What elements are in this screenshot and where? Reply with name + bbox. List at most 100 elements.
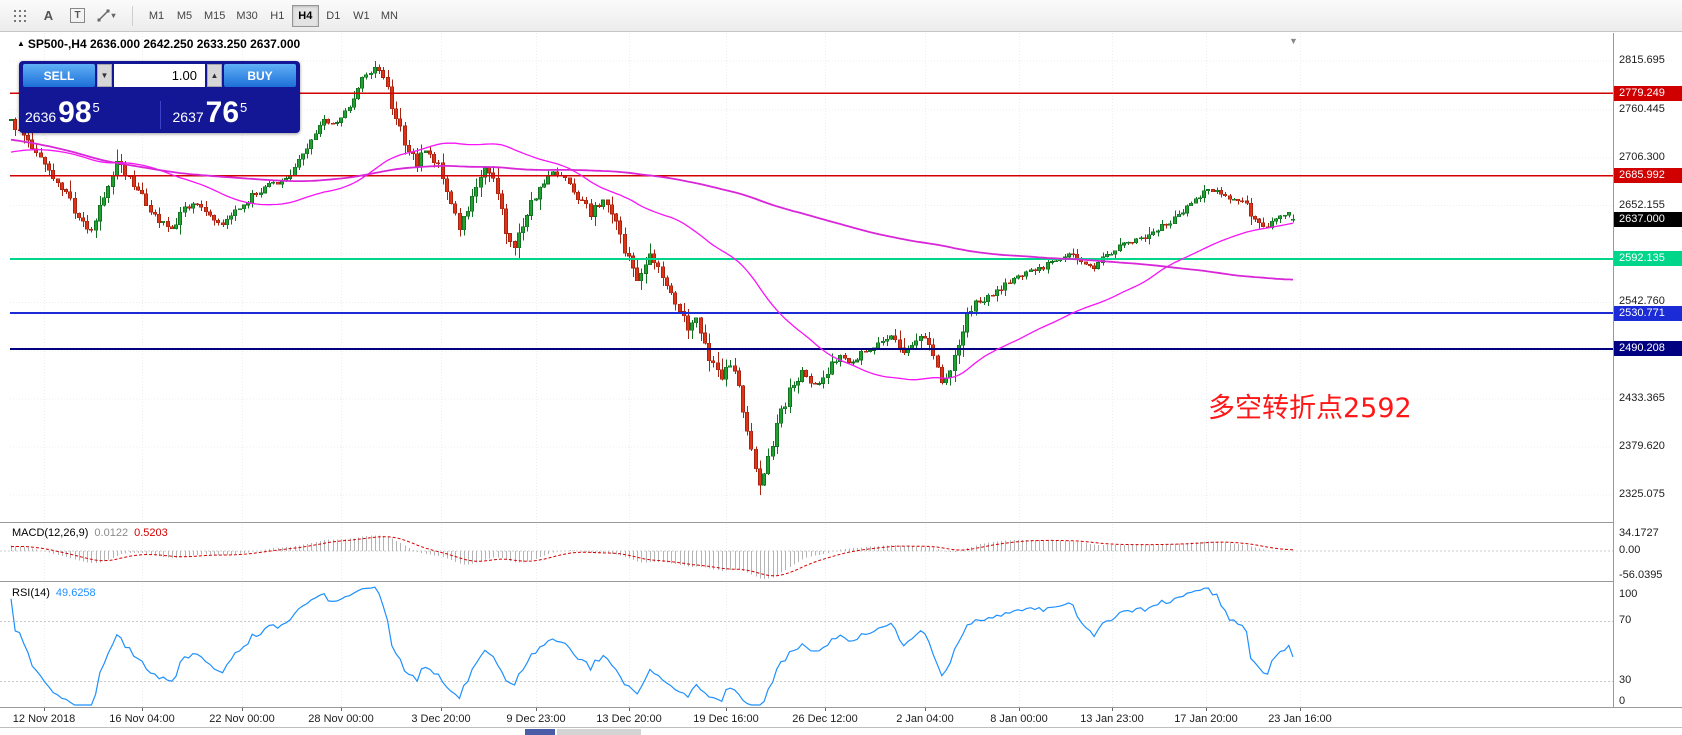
time-axis-tick xyxy=(341,708,342,711)
level-price-tag: 2592.135 xyxy=(1614,251,1682,267)
macd-indicator-label: MACD(12,26,9) 0.0122 0.5203 xyxy=(12,527,168,539)
chart-title: ▲ SP500-,H4 2636.000 2642.250 2633.250 26… xyxy=(17,37,300,51)
bid-price: 2636 98 5 xyxy=(25,96,160,130)
pane-splitter-rsi[interactable] xyxy=(0,581,1682,583)
time-axis[interactable]: 12 Nov 2018 16 Nov 04:00 22 Nov 00:00 28 No… xyxy=(0,707,1682,727)
text-tool-glyph: A xyxy=(43,8,54,23)
macd-name: MACD(12,26,9) xyxy=(12,527,89,539)
bid-big-digits: 98 xyxy=(58,96,92,130)
clipped-ui-segment xyxy=(525,729,555,735)
time-axis-tick xyxy=(1019,708,1020,711)
ask-price: 2637 76 5 xyxy=(159,98,295,129)
pane-splitter-macd[interactable] xyxy=(0,522,1682,524)
axis-price-label: 2652.155 xyxy=(1619,198,1665,211)
time-axis-tick xyxy=(925,708,926,711)
rsi-axis-label: 70 xyxy=(1619,614,1632,627)
time-axis-label: 8 Jan 00:00 xyxy=(990,713,1048,725)
axis-price-label: 2325.075 xyxy=(1619,488,1665,500)
timeframe-W1-button[interactable]: W1 xyxy=(348,5,375,27)
time-axis-label: 2 Jan 04:00 xyxy=(896,713,954,725)
time-axis-tick xyxy=(1112,708,1113,711)
grid-dots-icon[interactable] xyxy=(6,4,33,28)
time-axis-label: 28 Nov 00:00 xyxy=(308,713,374,725)
time-axis-tick xyxy=(1300,708,1301,711)
timeframe-MN-button[interactable]: MN xyxy=(376,5,403,27)
time-axis-tick xyxy=(142,708,143,711)
sell-button[interactable]: SELL xyxy=(23,64,95,87)
level-price-tag: 2685.992 xyxy=(1614,168,1682,184)
time-axis-label: 13 Jan 23:00 xyxy=(1080,713,1144,725)
text-label-glyph: T xyxy=(70,8,85,23)
text-label-tool-icon[interactable]: T xyxy=(64,4,91,28)
time-axis-tick xyxy=(629,708,630,711)
time-axis-tick xyxy=(441,708,442,711)
chart-title-text: SP500-,H4 2636.000 2642.250 2633.250 263… xyxy=(27,37,301,51)
chart-annotation-text: 多空转折点2592 xyxy=(1208,393,1412,424)
trendline-glyph xyxy=(97,9,110,22)
macd-pane-canvas[interactable] xyxy=(0,524,1613,581)
chevron-down-icon: ▾ xyxy=(111,11,116,20)
bid-pipette: 5 xyxy=(92,100,100,115)
time-axis-label: 17 Jan 20:00 xyxy=(1174,713,1238,725)
time-axis-label: 16 Nov 04:00 xyxy=(109,713,175,725)
macd-axis-label: 0.00 xyxy=(1619,544,1641,556)
macd-axis-label: -56.0395 xyxy=(1619,569,1663,582)
level-price-tag: 2530.771 xyxy=(1614,305,1682,321)
rsi-value: 49.6258 xyxy=(55,587,96,599)
level-price-tag: 2490.208 xyxy=(1614,341,1682,357)
timeframe-M1-button[interactable]: M1 xyxy=(143,5,170,27)
time-axis-tick xyxy=(536,708,537,711)
timeframe-H1-button[interactable]: H1 xyxy=(264,5,291,27)
time-axis-label: 3 Dec 20:00 xyxy=(411,713,471,725)
level-price-tag: 2779.249 xyxy=(1614,85,1682,101)
time-axis-label: 12 Nov 2018 xyxy=(12,713,76,725)
axis-price-label: 2706.300 xyxy=(1619,150,1665,163)
price-chart-canvas[interactable] xyxy=(0,33,1613,522)
axis-price-label: 2815.695 xyxy=(1619,54,1665,66)
timeframe-button-group: M1 M5 M15 M30 H1 H4 D1 W1 MN xyxy=(143,4,404,27)
text-tool-icon[interactable]: A xyxy=(35,4,62,28)
time-axis-tick xyxy=(44,708,45,711)
timeframe-D1-button[interactable]: D1 xyxy=(320,5,347,27)
time-axis-tick xyxy=(825,708,826,711)
macd-signal-value: 0.5203 xyxy=(134,527,168,539)
time-axis-label: 19 Dec 16:00 xyxy=(693,713,759,725)
timeframe-H4-button[interactable]: H4 xyxy=(291,4,319,27)
chart-shift-marker-icon[interactable]: ▼ xyxy=(1289,36,1298,46)
grid-dots-glyph xyxy=(13,9,26,22)
time-axis-tick xyxy=(1206,708,1207,711)
axis-price-label: 2379.620 xyxy=(1619,439,1665,452)
axis-price-label: 2542.760 xyxy=(1619,295,1665,308)
macd-main-value: 0.0122 xyxy=(94,527,129,539)
volume-increase-button[interactable]: ▲ xyxy=(207,64,222,87)
rsi-name: RSI(14) xyxy=(12,587,50,599)
timeframe-M30-button[interactable]: M30 xyxy=(231,5,262,27)
bid-prefix: 2636 xyxy=(25,109,57,126)
time-axis-label: 13 Dec 20:00 xyxy=(596,713,662,725)
axis-price-label: 2760.445 xyxy=(1619,102,1665,115)
rsi-indicator-label: RSI(14) 49.6258 xyxy=(12,587,96,599)
time-axis-label: 22 Nov 00:00 xyxy=(209,713,275,725)
symbol-marker-icon: ▲ xyxy=(17,39,25,48)
time-axis-label: 26 Dec 12:00 xyxy=(792,713,858,725)
last-price-tag: 2637.000 xyxy=(1614,211,1682,227)
buy-button[interactable]: BUY xyxy=(224,64,296,87)
rsi-pane-canvas[interactable] xyxy=(0,583,1613,707)
toolbar: A T ▾ M1 M5 M15 M30 H1 H4 D1 W1 MN xyxy=(0,0,1682,32)
volume-decrease-button[interactable]: ▼ xyxy=(97,64,112,87)
timeframe-M5-button[interactable]: M5 xyxy=(171,5,198,27)
volume-input[interactable] xyxy=(114,64,205,87)
rsi-axis-label: 30 xyxy=(1619,674,1632,687)
axis-price-label: 2433.365 xyxy=(1619,392,1665,405)
clipped-ui-segment xyxy=(557,729,641,735)
time-axis-label: 9 Dec 23:00 xyxy=(506,713,566,725)
time-axis-label: 23 Jan 16:00 xyxy=(1268,713,1332,725)
time-axis-tick xyxy=(242,708,243,711)
rsi-axis-label: 100 xyxy=(1619,588,1638,600)
ask-pipette: 5 xyxy=(240,100,248,115)
price-axis[interactable]: 2815.695 2760.445 2706.300 2652.155 2542.760… xyxy=(1613,33,1682,727)
shapes-tool-icon[interactable]: ▾ xyxy=(93,4,120,28)
timeframe-M15-button[interactable]: M15 xyxy=(199,5,230,27)
one-click-trading-panel: SELL ▼ ▲ BUY 2636 98 5 2637 76 5 xyxy=(19,61,300,133)
